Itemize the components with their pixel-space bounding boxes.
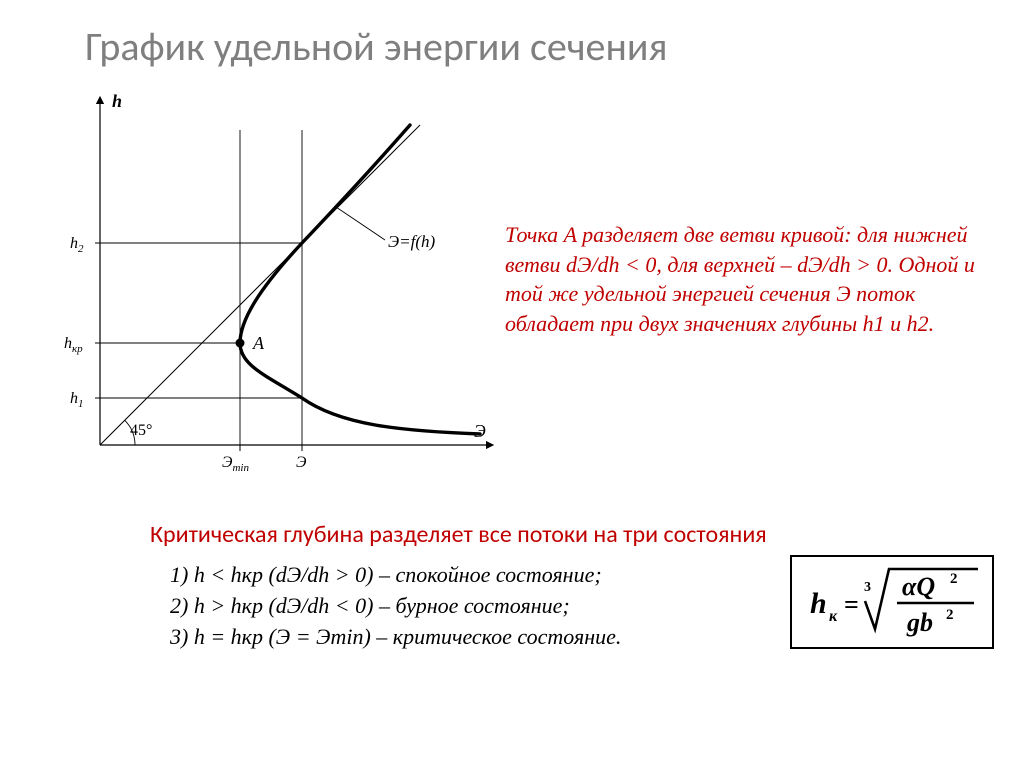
svg-text:h: h (810, 587, 827, 620)
svg-text:к: к (829, 608, 838, 625)
slide-title: График удельной энергии сечения (85, 22, 667, 71)
x-axis-label: Э (474, 421, 486, 441)
svg-text:3: 3 (864, 580, 871, 595)
state-3: 3) h = hкр (Э = Эmin) – критическое сост… (170, 622, 720, 653)
states-list: 1) h < hкр (dЭ/dh > 0) – спокойное состо… (170, 560, 720, 652)
svg-text:=: = (844, 590, 859, 619)
svg-text:αQ: αQ (902, 572, 935, 601)
xlabel-emin: Эmin (222, 454, 249, 474)
specific-energy-chart: h Э 45° h2 hкр h1 (40, 85, 500, 485)
state-1: 1) h < hкр (dЭ/dh > 0) – спокойное состо… (170, 560, 720, 591)
y-axis-label: h (112, 91, 122, 111)
critical-depth-formula: h к = 3 αQ 2 gb 2 (790, 555, 994, 649)
ylabel-hkr: hкр (64, 335, 83, 355)
curve-description: Точка A разделяет две ветви кривой: для … (505, 220, 985, 339)
energy-curve (240, 125, 480, 434)
curve-leader (336, 207, 385, 240)
xlabel-e: Э (296, 454, 307, 471)
svg-text:gb: gb (906, 608, 933, 637)
states-heading: Критическая глубина разделяет все потоки… (150, 520, 920, 549)
asymptote-45 (100, 125, 420, 445)
svg-text:2: 2 (950, 571, 958, 587)
state-2: 2) h > hкр (dЭ/dh < 0) – бурное состояни… (170, 591, 720, 622)
angle-label: 45° (130, 422, 152, 439)
slide: График удельной энергии сечения h Э 45° (0, 0, 1024, 767)
ylabel-h2: h2 (70, 235, 84, 255)
svg-text:2: 2 (946, 607, 954, 623)
critical-point-label: A (252, 333, 265, 353)
ylabel-h1: h1 (70, 390, 84, 410)
critical-point (236, 339, 245, 348)
curve-label: Э=f(h) (388, 232, 435, 251)
